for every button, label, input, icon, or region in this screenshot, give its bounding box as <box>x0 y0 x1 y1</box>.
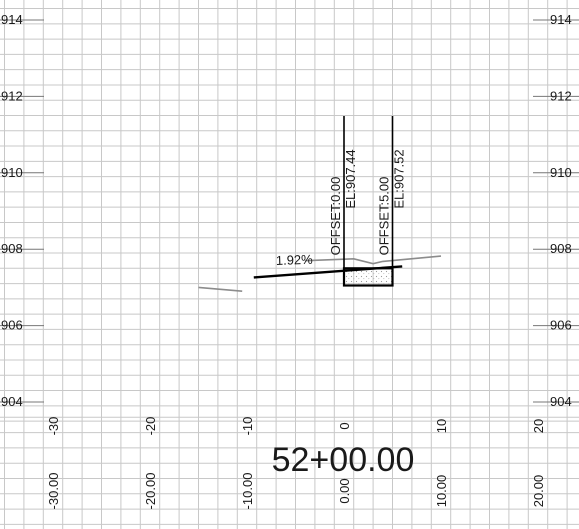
offset-station-label: 10.00 <box>434 475 449 508</box>
elevation-label-right: 912 <box>550 88 572 103</box>
offset-label: -20 <box>143 417 158 436</box>
elevation-label-left: 906 <box>1 318 23 333</box>
existing-ground-line <box>198 286 243 292</box>
offset-station-label: -10.00 <box>240 473 255 510</box>
elevation-label-left: 914 <box>1 12 23 27</box>
offset-label: -10 <box>240 417 255 436</box>
offset-label: 20 <box>531 419 546 433</box>
callout-elevation-text: EL:907.52 <box>392 149 407 208</box>
station-label: 52+00.00 <box>272 441 415 479</box>
callout-elevation-text: EL:907.44 <box>343 149 358 208</box>
section-drawing: 1.92% OFFSET:0.00 EL:907.44 OFFSET:5.00 EL:9… <box>198 116 442 292</box>
elevation-label-right: 904 <box>550 394 572 409</box>
elevation-label-right: 908 <box>550 241 572 256</box>
slope-label: 1.92% <box>276 252 314 268</box>
elevation-label-right: 906 <box>550 318 572 333</box>
axis-labels: 914 914 912 912 910 910 908 908 906 906 904 904 -30 -… <box>0 12 579 509</box>
elevation-label-right: 910 <box>550 165 572 180</box>
elevation-label-left: 912 <box>1 88 23 103</box>
elevation-label-left: 904 <box>1 394 23 409</box>
callout-offset-text: OFFSET:0.00 <box>328 177 343 256</box>
offset-label: 10 <box>434 419 449 433</box>
offset-station-label: -20.00 <box>143 473 158 510</box>
offset-station-label: -30.00 <box>46 473 61 510</box>
offset-label: 0 <box>337 422 352 429</box>
offset-label: -30 <box>46 417 61 436</box>
design-surface-line <box>253 265 403 279</box>
callout-offset-text: OFFSET:5.00 <box>377 177 392 256</box>
elevation-label-left: 910 <box>1 165 23 180</box>
offset-station-label: 0.00 <box>337 478 352 503</box>
elevation-label-right: 914 <box>550 12 572 27</box>
offset-station-label: 20.00 <box>531 475 546 508</box>
elevation-label-left: 908 <box>1 241 23 256</box>
existing-ground-line <box>305 255 442 265</box>
